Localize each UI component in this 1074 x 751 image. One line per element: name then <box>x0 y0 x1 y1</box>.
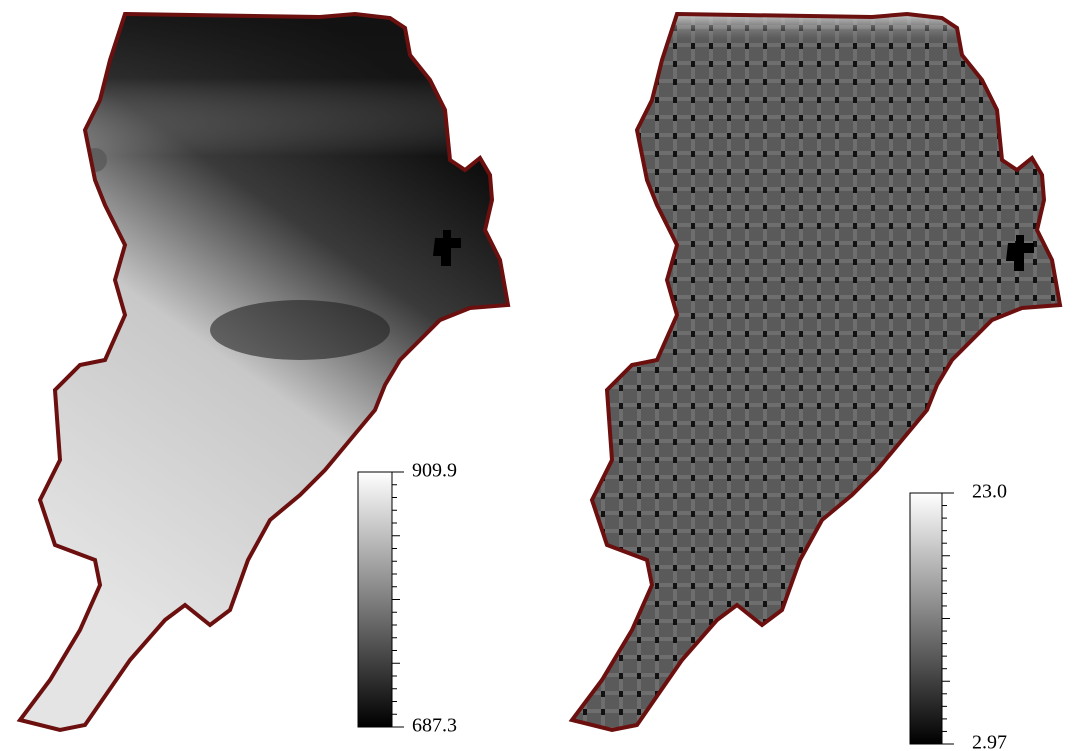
colorbar-fill <box>358 472 392 727</box>
colorbar-label: 23.0 <box>972 481 1007 503</box>
colorbar: 23.0 2.97 <box>910 481 1007 751</box>
colorbar: 909.9 687.3 <box>358 460 457 737</box>
colorbar-label: 687.3 <box>412 715 457 737</box>
colorbar-label: 909.9 <box>412 460 457 482</box>
colorbar-fill <box>910 493 942 744</box>
colorbar-label: 2.97 <box>972 732 1007 751</box>
right-map <box>552 0 1074 751</box>
figure: 909.9 687.3 23.0 2.97 <box>0 0 1074 751</box>
left-map <box>0 0 520 751</box>
